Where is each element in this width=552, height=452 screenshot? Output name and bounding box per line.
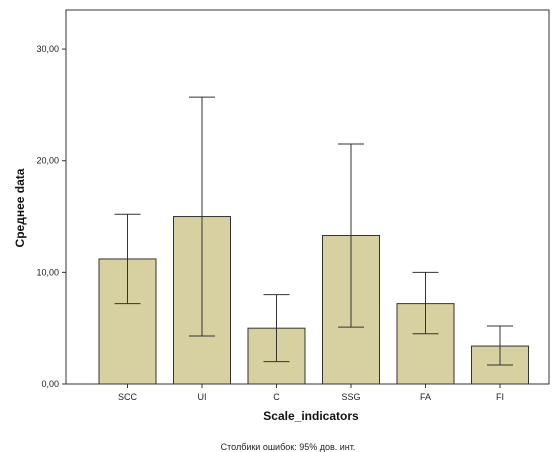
error-bar-fa (412, 271, 439, 335)
error-bar-fi (487, 325, 513, 366)
x-tick-label: SCC (118, 392, 138, 402)
y-tick-label: 30,00 (36, 44, 59, 54)
y-tick-label: 20,00 (36, 156, 59, 166)
x-tick-label: C (273, 392, 280, 402)
x-axis: SCC UI C SSG FA FI (118, 384, 504, 402)
x-tick-label: FI (496, 392, 504, 402)
error-bar-note: Столбики ошибок: 95% дов. инт. (221, 442, 356, 452)
x-tick-label: FA (420, 392, 431, 402)
plot-area (65, 9, 550, 385)
x-axis-label: Scale_indicators (263, 409, 359, 423)
y-axis-label: Среднее data (13, 168, 27, 247)
y-tick-label: 10,00 (36, 267, 59, 277)
y-tick-label: 0,00 (41, 379, 59, 389)
error-bar-ssg (338, 143, 364, 328)
y-axis: 0,00 10,00 20,00 30,00 (36, 44, 66, 389)
x-tick-label: SSG (341, 392, 360, 402)
error-bar-ui (189, 96, 215, 337)
error-bar-c (263, 294, 290, 363)
x-tick-label: UI (198, 392, 207, 402)
error-bar-scc (114, 213, 141, 305)
plot-frame (65, 9, 550, 385)
bars-group (98, 96, 529, 385)
